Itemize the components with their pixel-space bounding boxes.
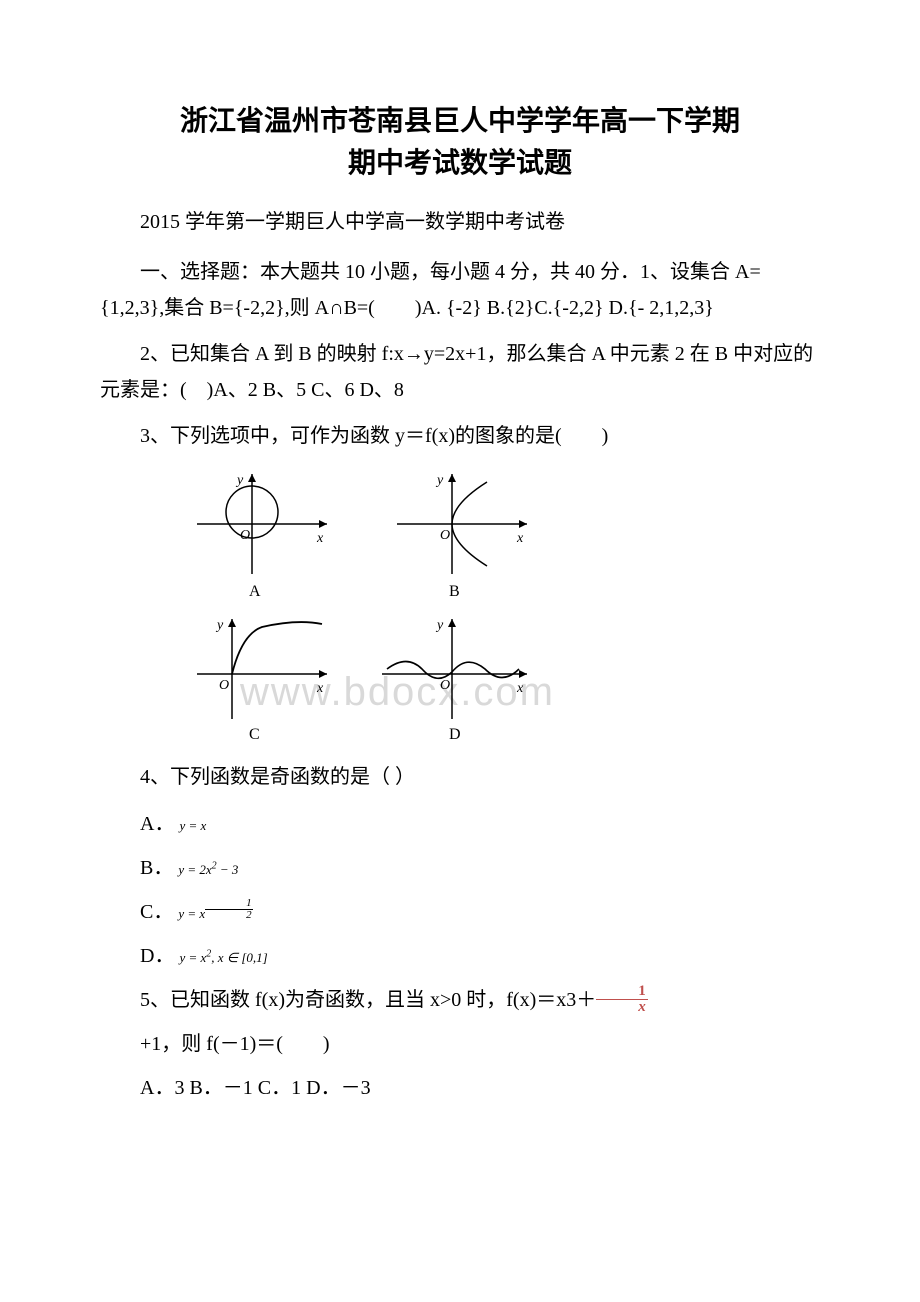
graph-option-c: O x y C [197, 618, 327, 743]
svg-text:O: O [440, 528, 450, 543]
q4-b-math: y = 2x2 − 3 [178, 862, 238, 877]
subtitle: 2015 学年第一学期巨人中学高一数学期中考试卷 [100, 204, 820, 240]
q4-option-d: D． y = x2, x ∈ [0,1] [100, 937, 820, 975]
svg-text:x: x [316, 681, 324, 696]
q4-option-c: C． y = x12 [100, 893, 820, 931]
q4-c-math: y = x12 [178, 906, 252, 921]
svg-text:x: x [316, 531, 324, 546]
graph-options-svg: O x y A O x y B O x y C [167, 464, 567, 744]
svg-text:y: y [435, 618, 444, 633]
graph-option-b: O x y B [397, 473, 527, 600]
q4-a-label: A． [140, 813, 174, 835]
svg-text:O: O [219, 678, 229, 693]
q4-b-label: B． [140, 857, 173, 879]
q4-option-a: A． y = x [100, 805, 820, 843]
svg-text:A: A [249, 583, 261, 600]
svg-text:x: x [516, 531, 524, 546]
q4-c-label: C． [140, 901, 173, 923]
svg-text:x: x [516, 681, 524, 696]
title-line-1: 浙江省温州市苍南县巨人中学学年高一下学期 [180, 105, 740, 136]
fraction-1-over-x: 1x [596, 984, 648, 1015]
svg-text:y: y [235, 473, 244, 488]
question-3-figure: O x y A O x y B O x y C [167, 464, 820, 749]
svg-text:y: y [215, 618, 224, 633]
q4-d-label: D． [140, 945, 174, 967]
svg-text:O: O [440, 678, 450, 693]
question-3: 3、下列选项中，可作为函数 y＝f(x)的图象的是( ) [100, 418, 820, 454]
q5-text-a: 5、已知函数 f(x)为奇函数，且当 x>0 时，f(x)＝x3＋ [140, 989, 596, 1011]
graph-option-a: O x y A [197, 473, 327, 600]
question-4: 4、下列函数是奇函数的是（ ） [100, 759, 820, 795]
svg-text:C: C [249, 726, 260, 743]
svg-text:D: D [449, 726, 461, 743]
graph-option-d: O x y D [382, 618, 527, 743]
question-2: 2、已知集合 A 到 B 的映射 f:x→y=2x+1，那么集合 A 中元素 2… [100, 336, 820, 408]
svg-text:B: B [449, 583, 460, 600]
q4-d-math: y = x2, x ∈ [0,1] [179, 950, 267, 965]
svg-text:O: O [240, 528, 250, 543]
question-5-line2: +1，则 f(－1)＝( ) [100, 1025, 820, 1063]
q4-a-math: y = x [179, 818, 206, 833]
question-1: 一、选择题：本大题共 10 小题，每小题 4 分，共 40 分．1、设集合 A=… [100, 254, 820, 326]
title-line-2: 期中考试数学试题 [348, 147, 572, 178]
question-5-answers: A．3 B．－1 C．1 D．－3 [100, 1069, 820, 1107]
question-5-line1: 5、已知函数 f(x)为奇函数，且当 x>0 时，f(x)＝x3＋1x [100, 981, 820, 1019]
svg-text:y: y [435, 473, 444, 488]
page-title: 浙江省温州市苍南县巨人中学学年高一下学期 期中考试数学试题 [100, 100, 820, 184]
q4-option-b: B． y = 2x2 − 3 [100, 849, 820, 887]
